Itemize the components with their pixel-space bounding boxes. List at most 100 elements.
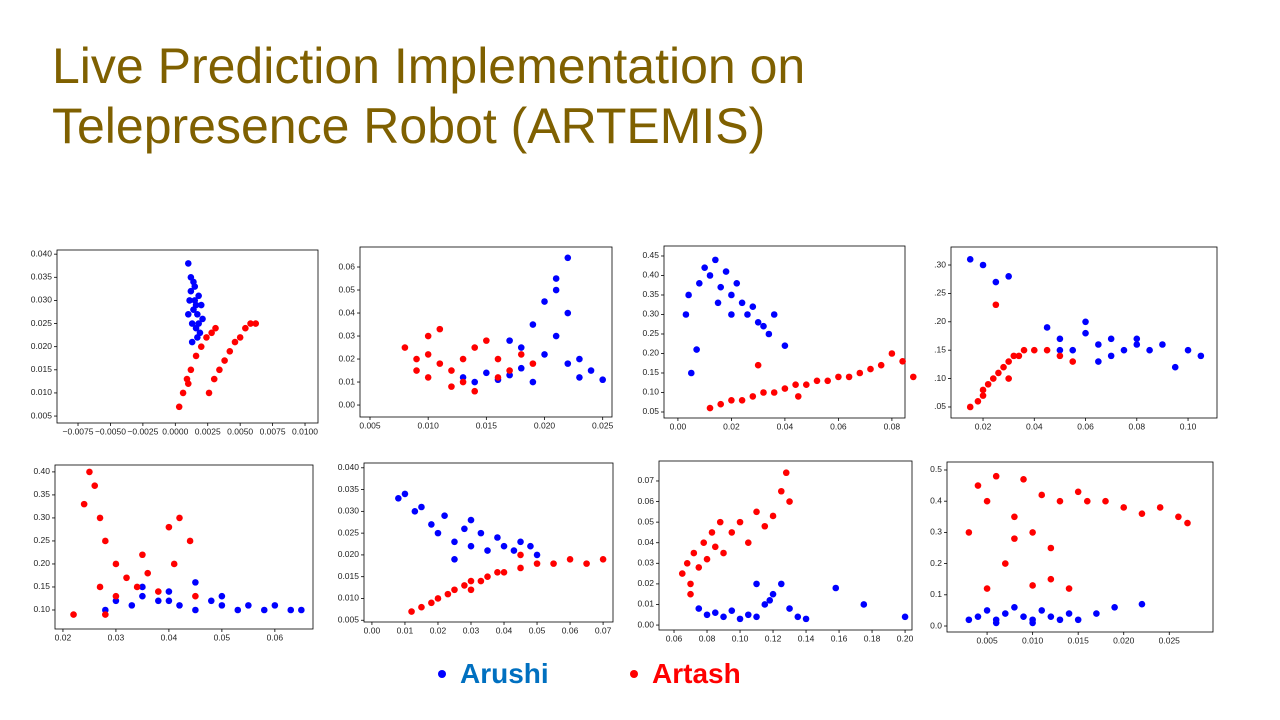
data-point — [210, 375, 218, 383]
x-tick-label: 0.005 — [359, 420, 381, 430]
y-tick-label: 0.01 — [637, 599, 654, 609]
data-point — [184, 380, 192, 387]
data-point — [467, 516, 475, 524]
data-point — [832, 584, 840, 592]
data-point — [1175, 513, 1182, 521]
data-point — [483, 337, 490, 344]
x-tick-label: 0.0000 — [162, 426, 188, 436]
data-point — [529, 378, 537, 386]
data-point — [1159, 341, 1166, 348]
y-tick-label: 0.25 — [33, 535, 50, 545]
data-point — [436, 360, 444, 367]
y-tick-label: 0.30 — [33, 512, 50, 522]
y-tick-label: 0.35 — [642, 289, 659, 299]
data-point — [983, 607, 991, 614]
data-point — [459, 378, 467, 386]
x-tick-label: 0.06 — [830, 421, 847, 431]
data-point — [517, 351, 525, 358]
legend-marker — [630, 670, 638, 678]
data-point — [770, 389, 778, 396]
y-tick-label: 0.25 — [642, 328, 659, 338]
data-point — [139, 592, 146, 600]
data-point — [133, 583, 141, 591]
data-point — [80, 500, 88, 508]
data-point — [700, 539, 708, 547]
y-tick-label: 0.20 — [33, 558, 50, 568]
data-point — [96, 583, 104, 591]
y-tick-label: 0.030 — [31, 295, 53, 305]
data-point — [252, 320, 260, 327]
data-point — [1029, 582, 1036, 589]
data-point — [749, 303, 757, 310]
y-tick-label: 0.02 — [338, 353, 355, 363]
data-point — [728, 607, 736, 614]
data-point — [1184, 519, 1191, 527]
data-point — [867, 365, 874, 373]
y-tick-label: 0.45 — [642, 250, 659, 260]
data-point — [128, 602, 136, 609]
data-point — [221, 357, 228, 364]
data-point — [683, 560, 691, 567]
data-point — [1171, 363, 1179, 371]
data-point — [1065, 610, 1073, 617]
data-point — [1069, 358, 1077, 365]
data-point — [165, 588, 173, 595]
data-point — [459, 355, 467, 363]
data-point — [599, 376, 606, 384]
data-point — [703, 555, 711, 563]
data-point — [1184, 346, 1192, 354]
data-point — [408, 608, 415, 615]
data-point — [965, 616, 973, 624]
data-point — [1197, 352, 1205, 360]
data-point — [527, 542, 534, 550]
data-point — [176, 514, 183, 522]
data-point — [901, 613, 909, 621]
data-point — [1082, 329, 1089, 337]
legend-item: Arushi — [438, 658, 549, 690]
data-point — [966, 403, 974, 411]
legend-label: Artash — [652, 658, 741, 689]
data-point — [102, 537, 109, 545]
data-point — [992, 301, 1000, 309]
data-point — [974, 613, 982, 620]
data-point — [271, 602, 279, 609]
x-tick-label: 0.04 — [1026, 421, 1043, 431]
data-point — [728, 311, 735, 318]
data-point — [86, 468, 93, 476]
x-tick-label: −0.0075 — [63, 426, 94, 436]
data-point — [411, 508, 419, 515]
data-point — [777, 487, 785, 495]
data-point — [1005, 375, 1012, 382]
data-point — [888, 350, 896, 357]
data-point — [706, 272, 714, 279]
data-point — [1056, 616, 1064, 624]
data-point — [541, 298, 548, 305]
data-point — [983, 585, 991, 592]
y-tick-label: 0.00 — [338, 399, 355, 409]
data-point — [738, 299, 746, 307]
data-point — [550, 560, 557, 567]
data-point — [708, 529, 716, 536]
y-tick-label: 0.40 — [642, 270, 659, 280]
data-point — [1020, 613, 1027, 620]
x-tick-label: 0.0100 — [292, 426, 318, 436]
x-tick-label: 0.020 — [534, 420, 556, 430]
data-point — [205, 389, 213, 397]
data-point — [802, 381, 810, 388]
data-point — [1093, 610, 1100, 617]
data-point — [165, 523, 173, 531]
data-point — [506, 367, 513, 374]
data-point — [192, 606, 199, 614]
data-point — [813, 377, 821, 385]
data-point — [216, 366, 223, 374]
data-point — [1020, 476, 1027, 483]
data-point — [753, 508, 760, 516]
y-tick-label: .05 — [934, 401, 946, 411]
data-point — [428, 521, 435, 528]
data-point — [484, 547, 491, 554]
data-point — [979, 261, 987, 269]
data-point — [441, 512, 448, 520]
data-point — [112, 597, 120, 605]
data-point — [1056, 346, 1064, 354]
data-point — [765, 330, 773, 338]
